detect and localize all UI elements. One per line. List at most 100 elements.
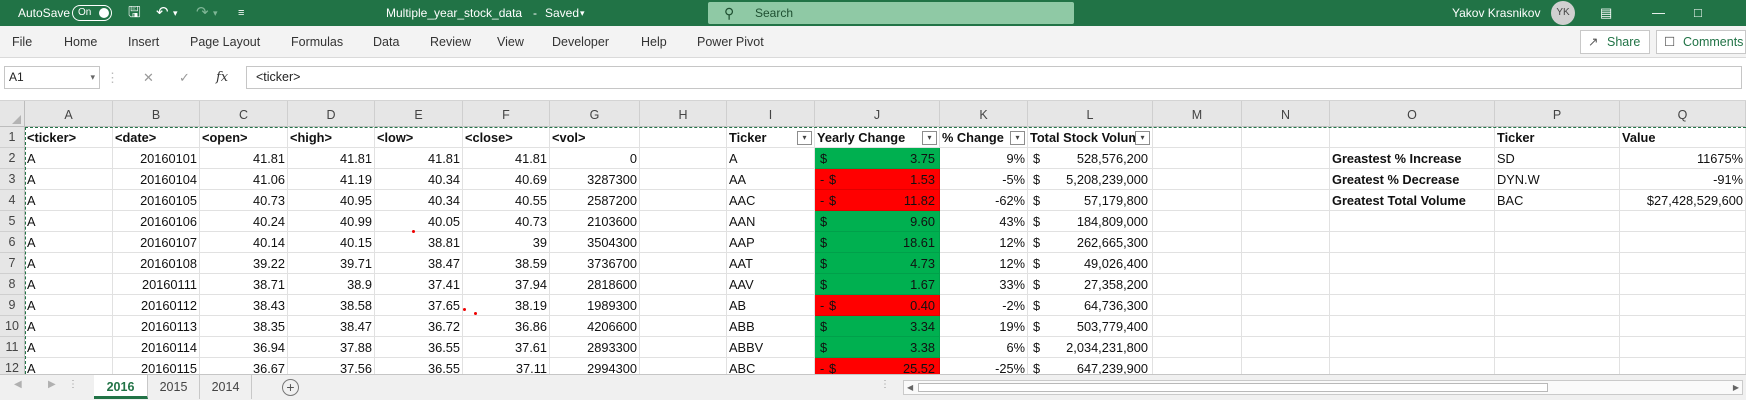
total-volume-cell[interactable]: $528,576,200	[1028, 148, 1153, 169]
empty-cell[interactable]	[1620, 274, 1746, 295]
empty-cell[interactable]	[1153, 232, 1242, 253]
column-header[interactable]: N	[1242, 101, 1330, 127]
empty-cell[interactable]	[640, 316, 727, 337]
summary-ticker-cell[interactable]: ABC	[727, 358, 815, 374]
value-cell[interactable]: 39.22	[200, 253, 288, 274]
filter-dropdown-icon[interactable]: ▾	[797, 131, 812, 145]
empty-cell[interactable]	[1153, 295, 1242, 316]
value-cell[interactable]: 37.88	[288, 337, 375, 358]
document-filename[interactable]: Multiple_year_stock_data	[386, 6, 523, 20]
empty-cell[interactable]	[1495, 232, 1620, 253]
summary-header-cell[interactable]: Yearly Change	[815, 127, 940, 148]
user-name[interactable]: Yakov Krasnikov	[1452, 6, 1541, 20]
cancel-icon[interactable]: ✕	[143, 70, 154, 85]
redo-dropdown-icon[interactable]: ▾	[213, 8, 218, 18]
value-cell[interactable]: 36.55	[375, 337, 463, 358]
greatest-header-cell[interactable]: Ticker	[1495, 127, 1620, 148]
empty-cell[interactable]	[1242, 274, 1330, 295]
value-cell[interactable]: 3287300	[550, 169, 640, 190]
empty-cell[interactable]	[1495, 358, 1620, 374]
empty-cell[interactable]	[1153, 316, 1242, 337]
percent-change-cell[interactable]: 6%	[940, 337, 1028, 358]
empty-cell[interactable]	[1330, 274, 1495, 295]
empty-cell[interactable]	[640, 127, 727, 148]
column-header[interactable]: E	[375, 101, 463, 127]
percent-change-cell[interactable]: -2%	[940, 295, 1028, 316]
value-cell[interactable]: 1989300	[550, 295, 640, 316]
ticker-cell[interactable]: A	[25, 274, 113, 295]
value-cell[interactable]: 38.47	[375, 253, 463, 274]
filename-dropdown-icon[interactable]: ▾	[580, 8, 585, 18]
value-cell[interactable]: 2103600	[550, 211, 640, 232]
value-cell[interactable]: 36.67	[200, 358, 288, 374]
empty-cell[interactable]	[1330, 337, 1495, 358]
sheet-tab-2014[interactable]: 2014	[200, 375, 252, 399]
value-cell[interactable]: 38.35	[200, 316, 288, 337]
empty-cell[interactable]	[1330, 211, 1495, 232]
tab-power-pivot[interactable]: Power Pivot	[697, 35, 764, 49]
value-cell[interactable]: 41.81	[288, 148, 375, 169]
summary-header-cell[interactable]: % Change	[940, 127, 1028, 148]
column-header[interactable]: J	[815, 101, 940, 127]
value-cell[interactable]: 37.56	[288, 358, 375, 374]
column-header[interactable]: G	[550, 101, 640, 127]
summary-header-cell[interactable]: Ticker	[727, 127, 815, 148]
value-cell[interactable]: 2893300	[550, 337, 640, 358]
percent-change-cell[interactable]: 12%	[940, 253, 1028, 274]
empty-cell[interactable]	[1242, 253, 1330, 274]
filter-dropdown-icon[interactable]: ▾	[1135, 131, 1150, 145]
value-cell[interactable]: 20160115	[113, 358, 200, 374]
empty-cell[interactable]	[1330, 358, 1495, 374]
search-box[interactable]: ⚲ Search	[708, 2, 1074, 24]
empty-cell[interactable]	[640, 232, 727, 253]
total-volume-cell[interactable]: $262,665,300	[1028, 232, 1153, 253]
select-all-corner[interactable]	[0, 101, 25, 127]
value-cell[interactable]: 40.34	[375, 190, 463, 211]
scroll-right-icon[interactable]: ▶	[1732, 383, 1739, 392]
greatest-value-cell[interactable]: 11675%	[1620, 148, 1746, 169]
value-cell[interactable]: 40.24	[200, 211, 288, 232]
value-cell[interactable]: 3504300	[550, 232, 640, 253]
value-cell[interactable]: 40.34	[375, 169, 463, 190]
greatest-label-cell[interactable]: Greatest Total Volume	[1330, 190, 1495, 211]
row-header[interactable]: 1	[0, 127, 25, 148]
value-cell[interactable]: 40.73	[200, 190, 288, 211]
greatest-header-cell[interactable]: Value	[1620, 127, 1746, 148]
save-status[interactable]: Saved	[545, 6, 580, 20]
summary-ticker-cell[interactable]: AA	[727, 169, 815, 190]
ticker-cell[interactable]: A	[25, 337, 113, 358]
tab-developer[interactable]: Developer	[552, 35, 609, 49]
value-cell[interactable]: 38.59	[463, 253, 550, 274]
value-cell[interactable]: 40.95	[288, 190, 375, 211]
column-header[interactable]: P	[1495, 101, 1620, 127]
undo-icon[interactable]: ↶	[156, 4, 169, 21]
formula-input[interactable]: <ticker>	[246, 66, 1742, 89]
summary-ticker-cell[interactable]: ABBV	[727, 337, 815, 358]
row-header[interactable]: 2	[0, 148, 25, 169]
empty-cell[interactable]	[1330, 316, 1495, 337]
column-header[interactable]: I	[727, 101, 815, 127]
row-header[interactable]: 7	[0, 253, 25, 274]
ticker-cell[interactable]: A	[25, 232, 113, 253]
empty-cell[interactable]	[640, 295, 727, 316]
tab-help[interactable]: Help	[641, 35, 667, 49]
ticker-cell[interactable]: A	[25, 169, 113, 190]
share-button[interactable]: ↗ Share	[1580, 30, 1650, 54]
redo-icon[interactable]: ↷	[196, 4, 209, 21]
summary-ticker-cell[interactable]: AAC	[727, 190, 815, 211]
empty-cell[interactable]	[640, 253, 727, 274]
greatest-ticker-cell[interactable]: DYN.W	[1495, 169, 1620, 190]
ribbon-display-options-icon[interactable]: ▤	[1600, 5, 1613, 20]
empty-cell[interactable]	[1620, 358, 1746, 374]
yearly-change-cell[interactable]: $3.75	[815, 148, 940, 169]
value-cell[interactable]: 40.69	[463, 169, 550, 190]
tab-file[interactable]: File	[12, 35, 33, 49]
value-cell[interactable]: 36.94	[200, 337, 288, 358]
empty-cell[interactable]	[1242, 190, 1330, 211]
sheet-tab-2016[interactable]: 2016	[94, 375, 148, 399]
tab-review[interactable]: Review	[430, 35, 471, 49]
filter-dropdown-icon[interactable]: ▾	[1010, 131, 1025, 145]
column-header[interactable]: F	[463, 101, 550, 127]
empty-cell[interactable]	[1495, 295, 1620, 316]
yearly-change-cell[interactable]: $4.73	[815, 253, 940, 274]
